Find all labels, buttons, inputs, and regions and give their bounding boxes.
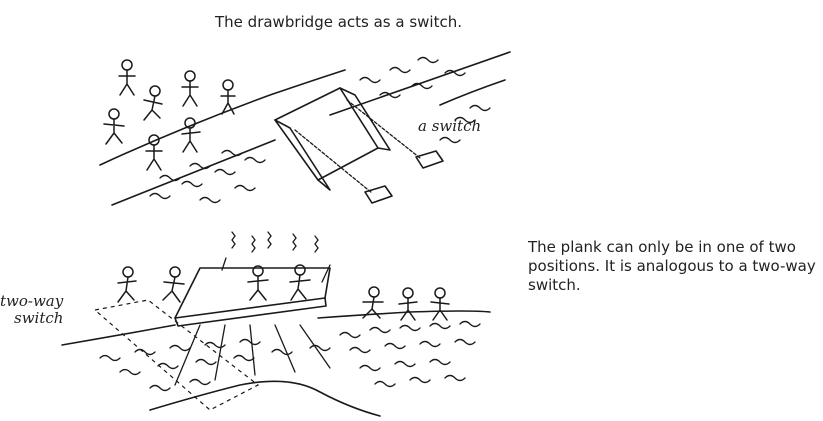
two-way-label-line2: switch	[14, 309, 64, 327]
plank	[174, 267, 331, 327]
upper-water-ripples	[149, 56, 491, 204]
upper-river	[99, 51, 511, 206]
plank-caption: The plank can only be in one of two posi…	[528, 238, 816, 294]
lower-river	[61, 299, 491, 417]
drawbridge	[274, 87, 444, 204]
upper-people	[103, 59, 236, 171]
two-way-label-line1: two-way	[0, 292, 64, 310]
lower-water-ripples	[99, 320, 481, 392]
plank-shadow-lines	[174, 324, 331, 386]
switch-label: a switch	[418, 117, 482, 135]
top-caption: The drawbridge acts as a switch.	[215, 13, 463, 31]
vibration-marks	[221, 231, 331, 283]
lower-people	[117, 264, 450, 321]
